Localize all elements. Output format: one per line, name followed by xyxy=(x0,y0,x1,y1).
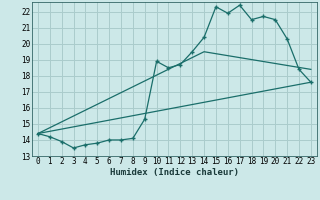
X-axis label: Humidex (Indice chaleur): Humidex (Indice chaleur) xyxy=(110,168,239,177)
